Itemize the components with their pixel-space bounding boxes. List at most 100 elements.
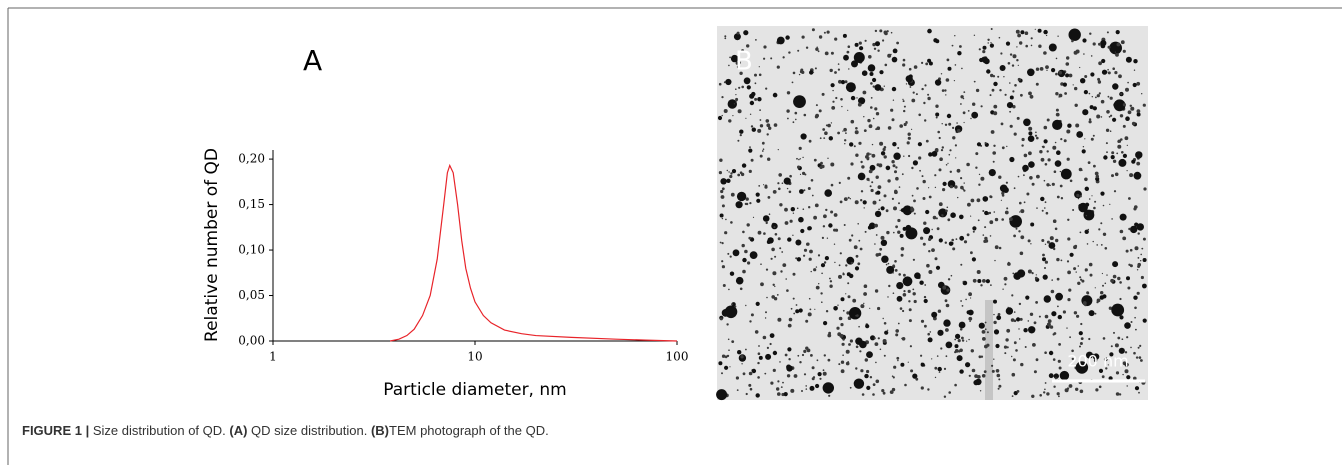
particle bbox=[840, 360, 845, 364]
particle bbox=[896, 282, 904, 290]
particle bbox=[1096, 244, 1098, 246]
particle bbox=[797, 49, 800, 52]
particle bbox=[772, 350, 778, 356]
particle bbox=[1101, 375, 1105, 379]
particle bbox=[978, 322, 985, 329]
particle bbox=[965, 362, 971, 368]
particle bbox=[945, 328, 949, 332]
particle bbox=[986, 331, 989, 334]
particle bbox=[1028, 126, 1033, 131]
particle bbox=[1088, 120, 1092, 124]
particle bbox=[1018, 230, 1021, 233]
particle bbox=[886, 30, 889, 33]
particle bbox=[1017, 77, 1021, 82]
particle bbox=[1073, 50, 1078, 55]
particle bbox=[1101, 58, 1106, 64]
particle bbox=[980, 355, 984, 358]
particle bbox=[945, 164, 948, 166]
particle bbox=[851, 60, 858, 68]
particle bbox=[1023, 201, 1026, 204]
particle bbox=[1055, 292, 1063, 301]
particle bbox=[1010, 318, 1015, 322]
particle bbox=[928, 152, 933, 157]
particle bbox=[1122, 373, 1124, 376]
particle bbox=[1052, 358, 1056, 361]
particle bbox=[915, 93, 918, 96]
particle bbox=[1030, 243, 1032, 245]
particle bbox=[1084, 270, 1087, 272]
particle bbox=[1097, 77, 1101, 81]
particle bbox=[814, 308, 816, 310]
particle bbox=[983, 370, 987, 373]
particle bbox=[960, 185, 964, 190]
particle bbox=[937, 329, 944, 336]
particle bbox=[903, 109, 906, 113]
particle bbox=[736, 65, 741, 69]
particle bbox=[1102, 232, 1107, 236]
particle bbox=[809, 249, 813, 254]
particle bbox=[1115, 371, 1120, 375]
particle bbox=[1093, 164, 1096, 168]
particle bbox=[1006, 346, 1009, 349]
particle bbox=[919, 280, 924, 285]
particle bbox=[900, 247, 905, 251]
particle bbox=[1045, 65, 1049, 69]
particle bbox=[1119, 297, 1122, 301]
particle bbox=[854, 130, 859, 135]
particle bbox=[1054, 377, 1057, 380]
particle bbox=[921, 175, 924, 178]
particle bbox=[937, 130, 940, 134]
particle bbox=[1051, 182, 1055, 186]
particle bbox=[856, 314, 859, 317]
particle bbox=[801, 390, 803, 392]
particle bbox=[1096, 301, 1099, 304]
particle bbox=[966, 162, 970, 167]
particle bbox=[900, 208, 906, 213]
particle bbox=[874, 243, 876, 245]
particle bbox=[828, 394, 831, 397]
particle bbox=[814, 67, 817, 70]
particle bbox=[960, 95, 964, 99]
particle bbox=[902, 98, 904, 101]
caption-text: TEM photograph of the QD. bbox=[389, 423, 549, 438]
particle bbox=[960, 177, 963, 180]
particle bbox=[1035, 358, 1039, 362]
particle bbox=[1011, 372, 1016, 377]
particle bbox=[931, 248, 935, 253]
particle bbox=[944, 241, 947, 244]
particle bbox=[810, 179, 814, 182]
particle bbox=[990, 42, 992, 44]
particle bbox=[757, 352, 761, 356]
particle bbox=[741, 49, 745, 53]
particle bbox=[817, 372, 822, 377]
particle bbox=[909, 345, 913, 348]
particle bbox=[959, 328, 963, 331]
particle bbox=[920, 319, 925, 323]
particle bbox=[902, 276, 913, 287]
particle bbox=[970, 251, 973, 255]
particle bbox=[892, 272, 894, 274]
particle bbox=[1011, 395, 1014, 397]
particle bbox=[847, 316, 852, 321]
particle bbox=[875, 234, 878, 236]
particle bbox=[874, 342, 879, 346]
particle bbox=[735, 99, 738, 102]
particle bbox=[999, 184, 1008, 193]
particle bbox=[947, 66, 952, 71]
particle bbox=[746, 85, 751, 90]
particle bbox=[908, 300, 911, 303]
particle bbox=[1142, 318, 1147, 323]
particle bbox=[756, 198, 761, 203]
particle bbox=[739, 71, 743, 76]
particle bbox=[1006, 145, 1008, 148]
particle bbox=[975, 152, 979, 156]
particle bbox=[1046, 183, 1050, 187]
particle bbox=[807, 187, 811, 190]
particle bbox=[855, 254, 859, 258]
particle bbox=[718, 361, 723, 366]
particle bbox=[1055, 108, 1059, 112]
particle bbox=[765, 87, 768, 90]
particle bbox=[914, 272, 921, 280]
particle bbox=[1076, 131, 1084, 138]
particle bbox=[1090, 55, 1093, 57]
